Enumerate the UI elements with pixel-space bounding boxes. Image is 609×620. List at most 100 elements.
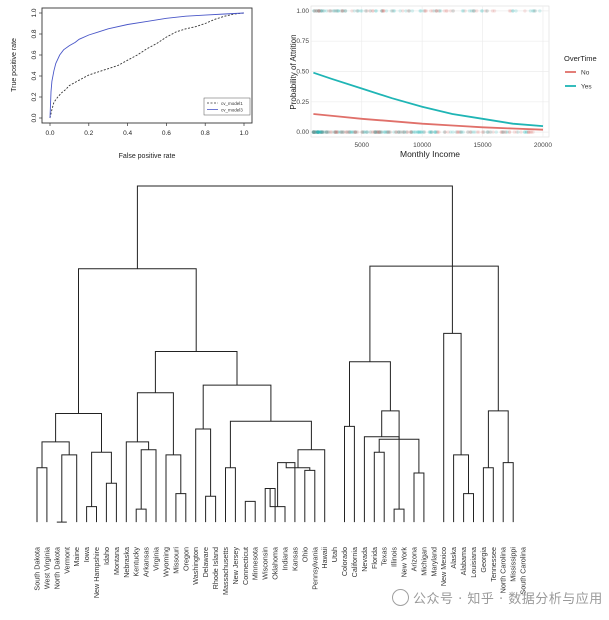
attrition-observation-point (472, 9, 476, 13)
attrition-observation-point (479, 9, 484, 13)
attrition-observation-point (353, 130, 357, 134)
attrition-observation-point (344, 130, 349, 134)
attrition-observation-point (334, 130, 338, 134)
attrition-observation-point (448, 130, 453, 134)
attrition-observation-point (323, 130, 327, 134)
attrition-observation-point (319, 9, 323, 13)
dendrogram-leaf-label: Indiana (281, 547, 290, 571)
attrition-observation-point (435, 130, 440, 134)
attrition-observation-point (333, 130, 337, 134)
attrition-observation-point (333, 9, 337, 13)
attrition-observation-point (343, 9, 348, 13)
attrition-observation-point (313, 130, 318, 134)
attrition-observation-point (365, 130, 369, 134)
dendrogram-leaf-label: Hawaii (320, 547, 329, 569)
attrition-observation-point (316, 130, 320, 134)
attrition-observation-point (312, 130, 316, 134)
dendrogram-merge-link (61, 454, 78, 523)
dendrogram-merge-link (502, 462, 514, 523)
attrition-observation-point (423, 9, 427, 13)
dendrogram-links (36, 185, 514, 523)
dendrogram-leaf-label: Nevada (360, 547, 369, 572)
dendrogram-leaf-label: North Carolina (499, 547, 508, 593)
dendrogram-leaf-label: Florida (370, 547, 379, 569)
attrition-observation-point (320, 130, 324, 134)
watermark-text: 公众号 · 知乎 · 数据分析与应用 (413, 592, 603, 607)
dendrogram-merge-link (413, 472, 425, 523)
dendrogram-leaf-label: Massachusetts (221, 547, 230, 595)
attrition-observation-point (339, 130, 343, 134)
attrition-observation-point (316, 130, 320, 134)
attrition-observation-point (434, 9, 439, 13)
attrition-axis-ticks: 5000 10000 15000 20000 0.00 0.25 0.50 0.75 1.00 (296, 8, 552, 149)
attrition-observation-point (386, 130, 391, 134)
dendrogram-leaf-label: Illinois (390, 547, 399, 567)
attrition-observation-point (490, 9, 495, 13)
attrition-observation-point (380, 9, 384, 13)
dendrogram-merge-link (225, 467, 236, 523)
dendrogram-merge-link (195, 428, 212, 523)
attrition-observation-point (455, 130, 459, 134)
attrition-observation-point (396, 130, 400, 134)
attrition-observation-point (329, 9, 334, 13)
attrition-observation-point (528, 9, 533, 13)
attrition-observation-point (352, 130, 356, 134)
attrition-observation-point (350, 9, 354, 13)
dendrogram-leaf-label: Nebraska (122, 547, 131, 578)
dendrogram-leaf-label: Michigan (419, 547, 428, 576)
attrition-observation-point (471, 130, 475, 134)
attrition-observation-point (409, 130, 414, 134)
attrition-y-tick-label: 0.75 (296, 38, 309, 45)
attrition-observation-point (531, 130, 535, 134)
attrition-observation-point (377, 130, 381, 134)
attrition-observation-point (317, 130, 322, 134)
attrition-observation-point (378, 130, 382, 134)
attrition-observation-point (446, 130, 450, 134)
dendrogram-leaf-label: New York (400, 547, 409, 578)
attrition-observation-point (399, 130, 403, 134)
attrition-observation-point (500, 130, 505, 134)
attrition-observation-point (345, 130, 349, 134)
roc-legend-label-model3: cv_model3 (221, 108, 243, 113)
attrition-observation-point (472, 9, 477, 13)
dendrogram-leaf-label: North Dakota (52, 547, 61, 589)
dendrogram-leaf-label: Iowa (82, 547, 91, 562)
roc-y-tick-label: 1.0 (31, 8, 38, 17)
attrition-observation-point (434, 9, 438, 13)
attrition-observation-point (459, 130, 464, 134)
attrition-observation-point (311, 130, 316, 134)
attrition-observation-point (377, 130, 381, 134)
attrition-observation-point (316, 130, 320, 134)
attrition-observation-point (494, 130, 498, 134)
attrition-observation-point (419, 9, 423, 13)
attrition-observation-point (451, 9, 455, 13)
dendrogram-leaf-label: Georgia (479, 547, 488, 573)
attrition-observation-point (355, 9, 359, 13)
attrition-observation-point (319, 9, 323, 13)
attrition-observation-point (413, 130, 418, 134)
roc-axis-ticks: 0.0 0.2 0.4 0.6 0.8 1.0 0.0 0.2 0.4 0.6 0.8 1.0 (31, 8, 249, 137)
dendrogram-merge-link (463, 493, 474, 523)
attrition-fit-lines (313, 71, 544, 131)
attrition-observation-point (375, 130, 380, 134)
dendrogram-merge-link (91, 451, 112, 507)
attrition-observation-point (314, 9, 318, 13)
attrition-observation-point (327, 130, 331, 134)
attrition-observation-point (315, 130, 320, 134)
attrition-observation-point (375, 130, 380, 134)
watermark: 公众号 · 知乎 · 数据分析与应用 (392, 588, 603, 607)
attrition-observation-point (386, 130, 390, 134)
attrition-observation-point (437, 130, 441, 134)
attrition-observation-point (355, 9, 360, 13)
attrition-observation-point (325, 130, 329, 134)
attrition-observation-point (486, 130, 490, 134)
attrition-observation-point (335, 9, 339, 13)
attrition-observation-point (392, 130, 396, 134)
attrition-observation-point (316, 130, 321, 134)
attrition-observation-point (481, 130, 486, 134)
attrition-observation-point (368, 130, 373, 134)
attrition-observation-point (360, 9, 364, 13)
attrition-observation-point (346, 130, 350, 134)
attrition-observation-point (538, 9, 542, 13)
attrition-observation-point (373, 130, 378, 134)
